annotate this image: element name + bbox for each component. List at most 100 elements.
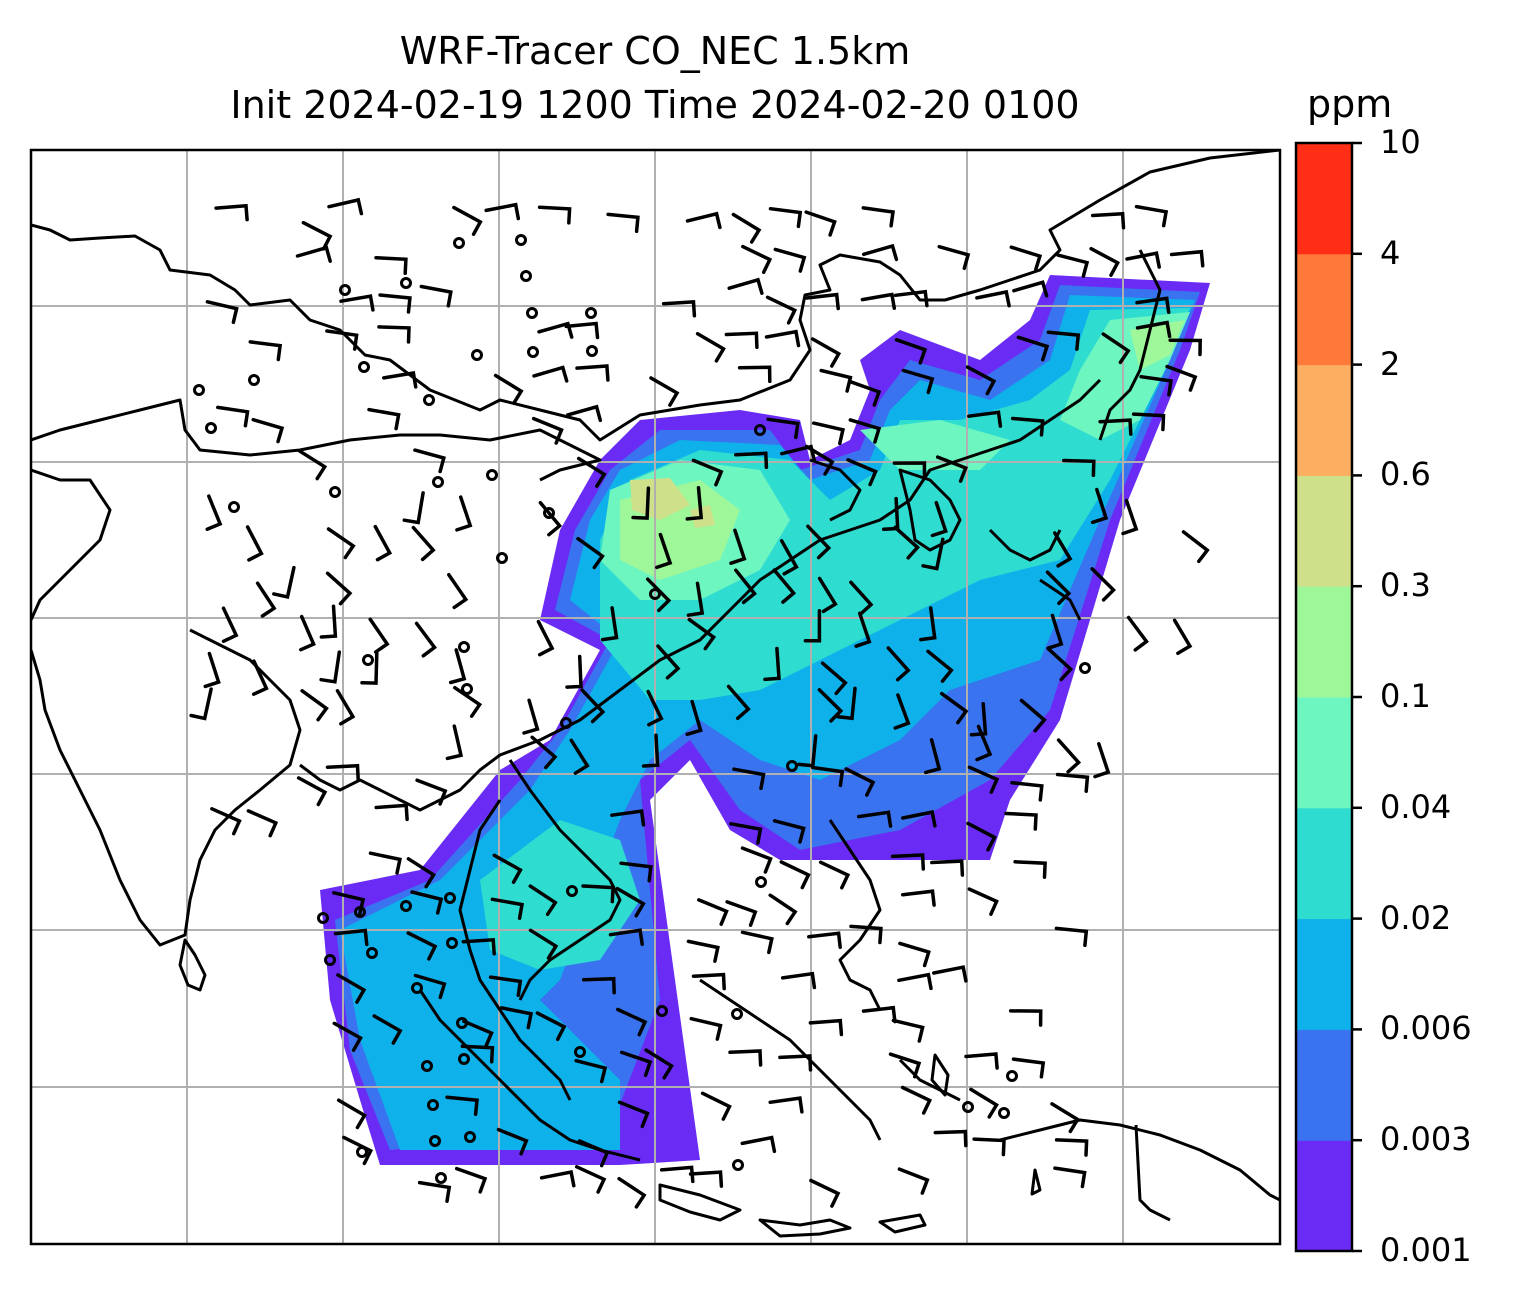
wind-barb: [327, 197, 364, 216]
wind-barb: [808, 1018, 844, 1037]
wind-barb: [1004, 811, 1038, 831]
wind-barb: [372, 1014, 403, 1045]
wind-barb: [810, 337, 842, 368]
wind-barb: [576, 536, 605, 570]
wind-barb: [1054, 926, 1089, 948]
wind-barb: [296, 776, 328, 807]
wind-barbs: [189, 197, 1210, 1209]
calm-wind-marker: [205, 422, 217, 434]
wind-barb: [565, 404, 603, 423]
colorbar-tick-label: 10: [1380, 123, 1421, 161]
wind-barb: [687, 617, 717, 651]
wind-barb: [1135, 296, 1171, 314]
wind-barb: [1101, 332, 1131, 365]
wind-barb: [539, 1169, 576, 1188]
wind-barb: [406, 931, 438, 961]
wind-barb: [1013, 860, 1047, 879]
wind-barb: [836, 686, 857, 721]
wind-barb: [245, 525, 264, 562]
wind-barb: [1011, 1057, 1046, 1079]
colorbar-unit-label: ppm: [1307, 82, 1393, 126]
wind-barb: [462, 1019, 494, 1048]
wind-barb: [335, 689, 356, 726]
wind-barb: [779, 539, 799, 576]
wind-barb: [685, 699, 703, 737]
wind-barb: [1125, 251, 1161, 269]
calm-wind-marker: [754, 424, 766, 436]
wind-barb: [367, 407, 401, 431]
wind-barb: [805, 292, 840, 311]
wind-barb: [1181, 530, 1210, 564]
wind-barb: [530, 735, 558, 770]
wind-barb: [727, 277, 764, 295]
wind-barb: [333, 928, 369, 947]
wind-barb: [445, 724, 464, 761]
wind-barb: [378, 293, 412, 314]
wind-barb: [854, 611, 872, 648]
wind-barb: [926, 649, 954, 683]
wind-barb: [967, 765, 1000, 794]
wind-barb: [606, 212, 640, 234]
wind-barb: [844, 767, 876, 797]
wind-barb: [1134, 204, 1169, 228]
calm-wind-marker: [411, 982, 423, 994]
wind-barb: [1056, 253, 1090, 278]
wind-barb: [779, 860, 811, 890]
wind-barb: [724, 331, 759, 350]
map-title: WRF-Tracer CO_NEC 1.5km: [399, 29, 911, 73]
wind-barb: [780, 444, 817, 462]
wind-barb: [930, 500, 948, 538]
wind-barb: [646, 689, 664, 727]
colorbar-tick-label: 0.1: [1380, 677, 1431, 715]
wind-barb: [849, 580, 874, 616]
wind-barb: [659, 1165, 695, 1184]
wind-barb: [900, 1085, 933, 1115]
wind-barb: [617, 1100, 650, 1129]
wind-barb: [661, 300, 697, 318]
calm-wind-marker: [560, 717, 572, 729]
wind-barb: [1046, 613, 1064, 650]
wind-barb: [893, 693, 911, 730]
wind-barb: [893, 289, 929, 308]
wind-barb: [1045, 570, 1072, 606]
gridlines: [31, 150, 1280, 1244]
wind-barb: [410, 890, 444, 915]
calm-wind-marker: [461, 683, 473, 695]
wind-barb: [528, 884, 558, 917]
wind-barb: [731, 212, 762, 244]
wind-barb: [406, 857, 437, 889]
wind-barb: [732, 767, 766, 791]
wind-barb: [766, 417, 800, 440]
calm-wind-marker: [998, 1107, 1010, 1119]
wind-barb: [299, 614, 316, 652]
wind-barb: [933, 1129, 968, 1148]
wind-barb: [1054, 1138, 1089, 1157]
wind-barb: [810, 765, 845, 788]
calm-wind-marker: [400, 900, 412, 912]
colorbar-segment: [1296, 918, 1352, 1030]
wind-barb: [575, 364, 610, 382]
wind-barb: [725, 900, 758, 927]
wind-barb: [740, 1135, 777, 1154]
wind-barb: [537, 321, 574, 339]
wind-barb: [772, 819, 806, 844]
calm-wind-marker: [543, 507, 555, 519]
wind-barb: [1121, 498, 1139, 536]
wind-barb: [700, 1091, 732, 1121]
map-subtitle: Init 2024-02-19 1200 Time 2024-02-20 010…: [230, 83, 1080, 127]
wind-barb: [488, 975, 523, 998]
wind-barb: [848, 418, 882, 444]
calm-wind-marker: [193, 384, 205, 396]
wind-barb: [413, 448, 446, 474]
wind-barb: [967, 410, 1003, 428]
wind-barb: [919, 606, 937, 642]
wind-barb: [205, 494, 223, 531]
wind-barb: [645, 577, 672, 613]
wind-barb: [325, 329, 359, 351]
calm-wind-marker: [586, 345, 598, 357]
wind-barb: [734, 451, 769, 470]
wind-barb: [452, 205, 483, 236]
wind-barb: [616, 1007, 648, 1037]
wind-barb: [1050, 1102, 1081, 1134]
